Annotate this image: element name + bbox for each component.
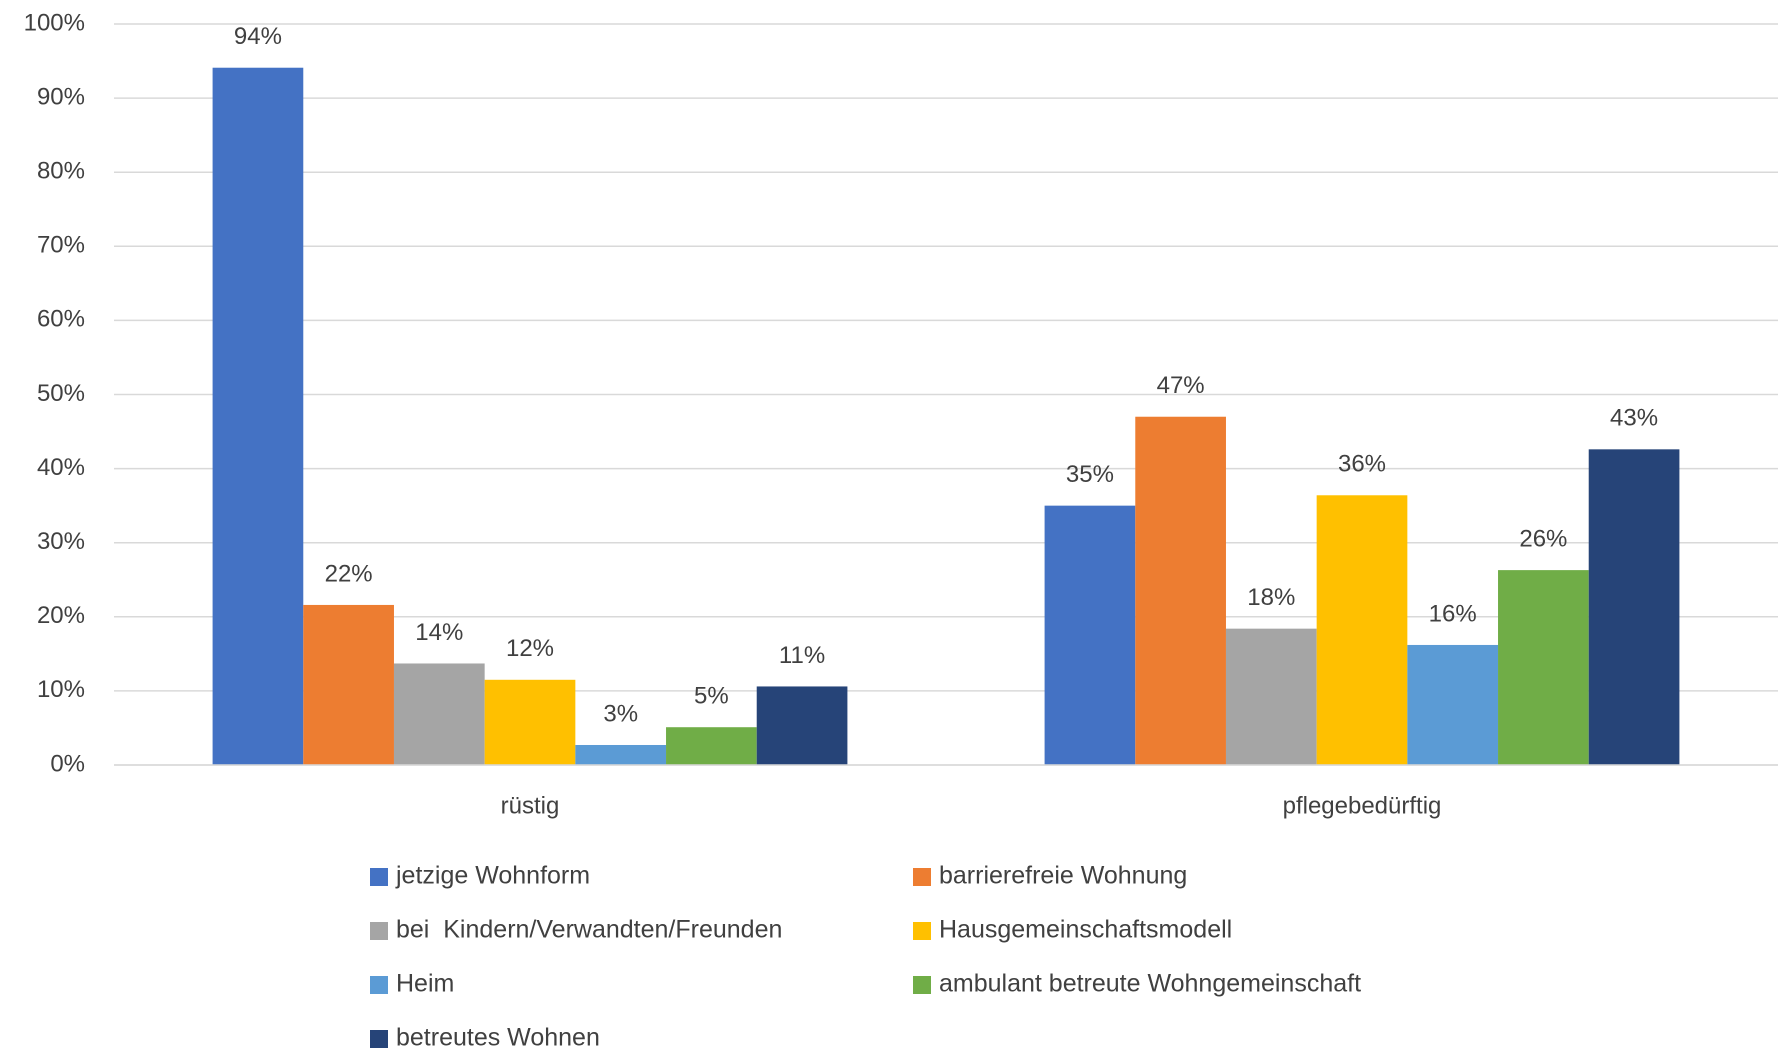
bar: [212, 67, 304, 766]
legend-label: barrierefreie Wohnung: [939, 862, 1187, 890]
legend-swatch: [370, 1030, 388, 1048]
bar: [575, 744, 667, 765]
data-label: 16%: [1429, 600, 1477, 627]
bar: [1225, 628, 1317, 765]
legend-swatch: [370, 976, 388, 994]
data-label: 11%: [779, 642, 825, 669]
legend: jetzige Wohnform barrierefreie Wohnung bei…: [370, 862, 1361, 1052]
x-tick-label: rüstig: [501, 792, 560, 819]
bar: [1407, 644, 1499, 765]
y-tick-label: 20%: [37, 602, 85, 629]
data-label: 18%: [1247, 584, 1295, 611]
bar: [756, 686, 848, 765]
data-label: 26%: [1519, 525, 1567, 552]
legend-label: betreutes Wohnen: [396, 1024, 600, 1052]
legend-label: bei Kindern/Verwandten/Freunden: [396, 916, 782, 944]
data-label: 3%: [603, 700, 638, 727]
data-label: 47%: [1157, 372, 1205, 399]
y-tick-label: 100%: [24, 9, 85, 36]
data-label: 36%: [1338, 451, 1386, 478]
bar: [1588, 449, 1680, 765]
bar: [303, 604, 394, 765]
bar: [1498, 570, 1589, 765]
y-tick-label: 0%: [50, 750, 85, 777]
legend-swatch: [913, 922, 931, 940]
bar: [484, 679, 576, 765]
data-label: 22%: [325, 560, 373, 587]
legend-label: Heim: [396, 970, 454, 998]
data-label: 5%: [694, 683, 729, 710]
data-label: 43%: [1610, 405, 1658, 432]
bar: [1316, 495, 1408, 765]
legend-swatch: [913, 868, 931, 886]
x-tick-label: pflegebedürftig: [1283, 792, 1442, 819]
bar: [1135, 416, 1226, 765]
y-tick-label: 10%: [37, 676, 85, 703]
bar: [393, 663, 485, 765]
y-tick-label: 90%: [37, 83, 85, 110]
y-tick-label: 60%: [37, 306, 85, 333]
legend-label: Hausgemeinschaftsmodell: [939, 916, 1232, 944]
data-label: 35%: [1066, 461, 1114, 488]
data-label: 12%: [506, 635, 554, 662]
legend-swatch: [370, 922, 388, 940]
bar: [666, 727, 757, 765]
legend-swatch: [370, 868, 388, 886]
data-label: 14%: [415, 619, 463, 646]
y-tick-label: 50%: [37, 380, 85, 407]
legend-label: ambulant betreute Wohngemeinschaft: [939, 970, 1361, 998]
y-tick-label: 30%: [37, 528, 85, 555]
legend-swatch: [913, 976, 931, 994]
y-tick-label: 70%: [37, 232, 85, 259]
data-label: 94%: [234, 23, 282, 50]
legend-label: jetzige Wohnform: [395, 862, 590, 890]
bar: [1044, 505, 1136, 765]
y-tick-label: 80%: [37, 158, 85, 185]
y-tick-label: 40%: [37, 454, 85, 481]
